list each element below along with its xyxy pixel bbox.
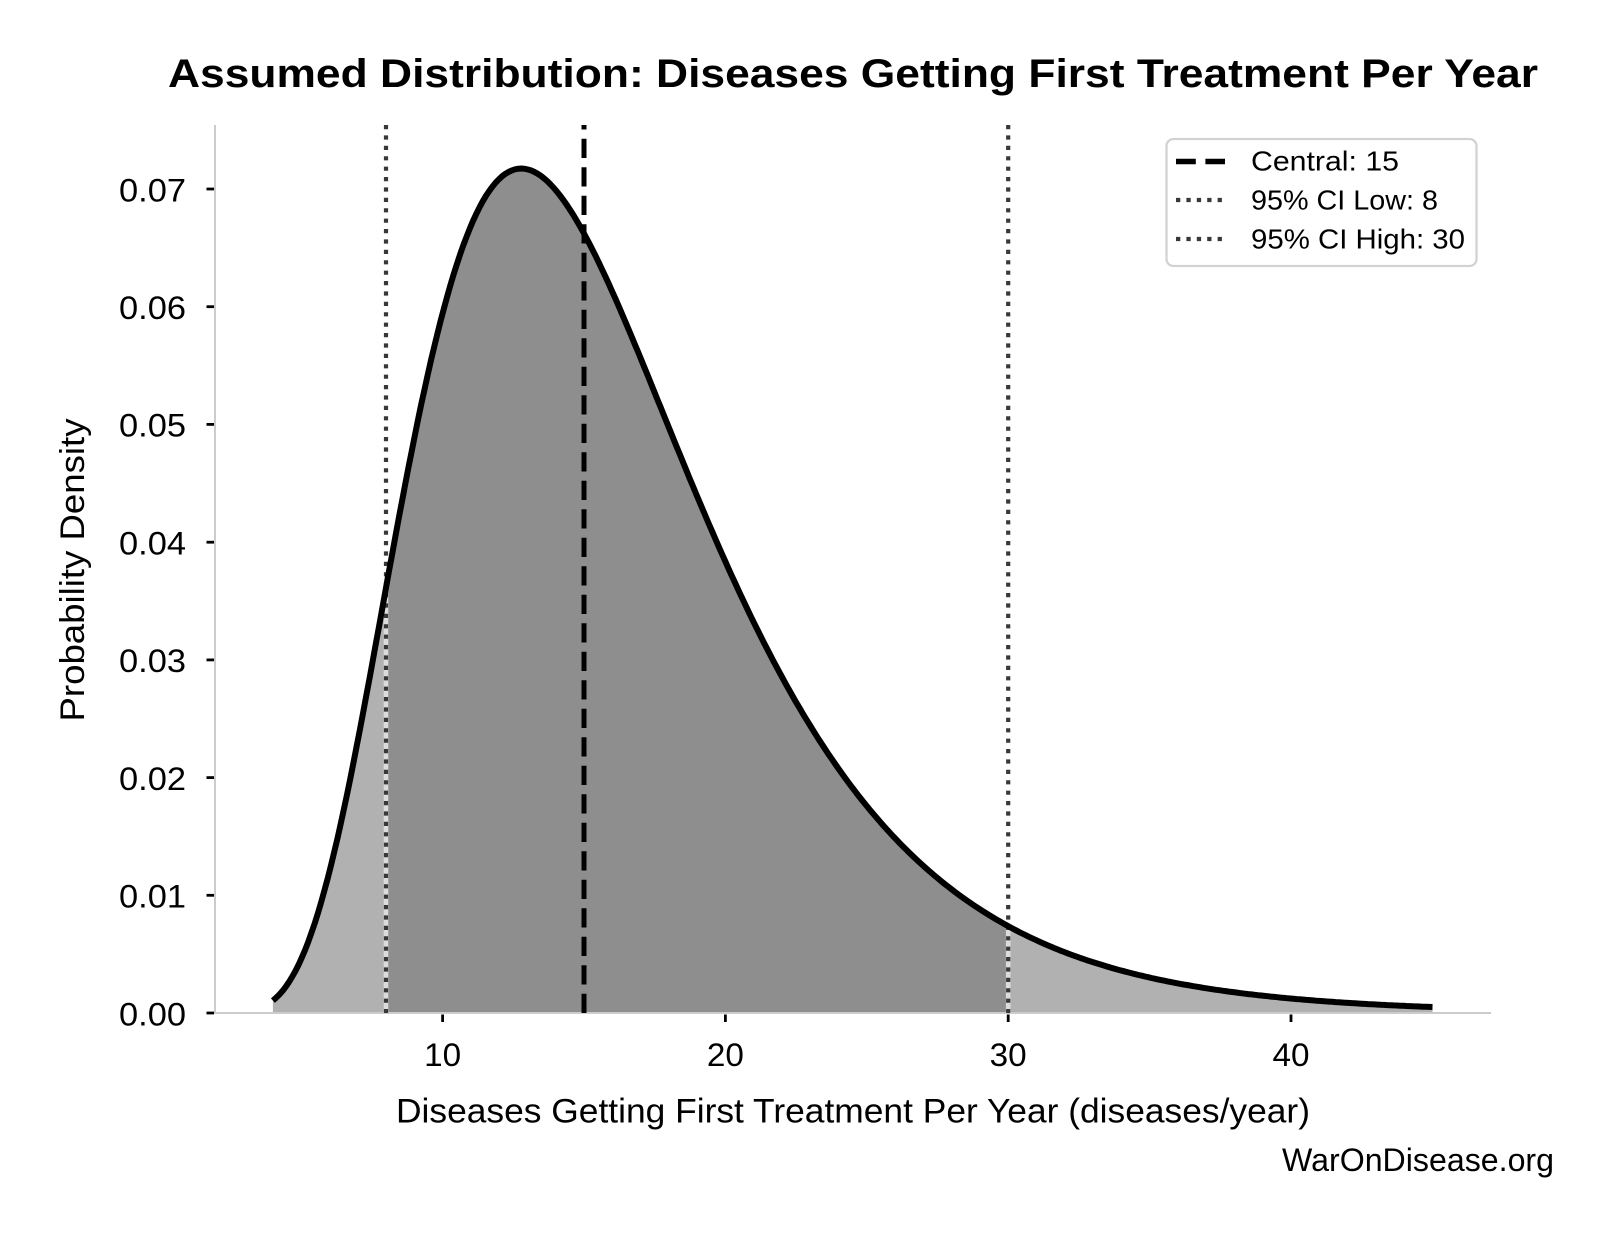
svg-text:0.07: 0.07 [119,172,186,208]
svg-text:10: 10 [424,1037,461,1073]
svg-text:0.04: 0.04 [119,526,186,562]
svg-text:0.02: 0.02 [119,761,186,797]
svg-text:0.01: 0.01 [119,879,186,915]
svg-text:20: 20 [707,1037,744,1073]
svg-text:0.03: 0.03 [119,643,186,679]
svg-text:30: 30 [990,1037,1027,1073]
svg-text:95% CI Low: 8: 95% CI Low: 8 [1251,185,1438,216]
svg-text:WarOnDisease.org: WarOnDisease.org [1282,1142,1554,1178]
svg-text:0.00: 0.00 [119,996,186,1032]
svg-text:Central: 15: Central: 15 [1251,146,1399,177]
svg-text:95% CI High: 30: 95% CI High: 30 [1251,224,1465,255]
svg-text:40: 40 [1273,1037,1310,1073]
svg-text:Diseases Getting First Treatme: Diseases Getting First Treatment Per Yea… [396,1093,1310,1131]
svg-text:Probability Density: Probability Density [54,418,92,721]
svg-text:Assumed Distribution: Diseases: Assumed Distribution: Diseases Getting F… [168,52,1538,96]
svg-text:0.06: 0.06 [119,290,186,326]
svg-text:0.05: 0.05 [119,408,186,444]
